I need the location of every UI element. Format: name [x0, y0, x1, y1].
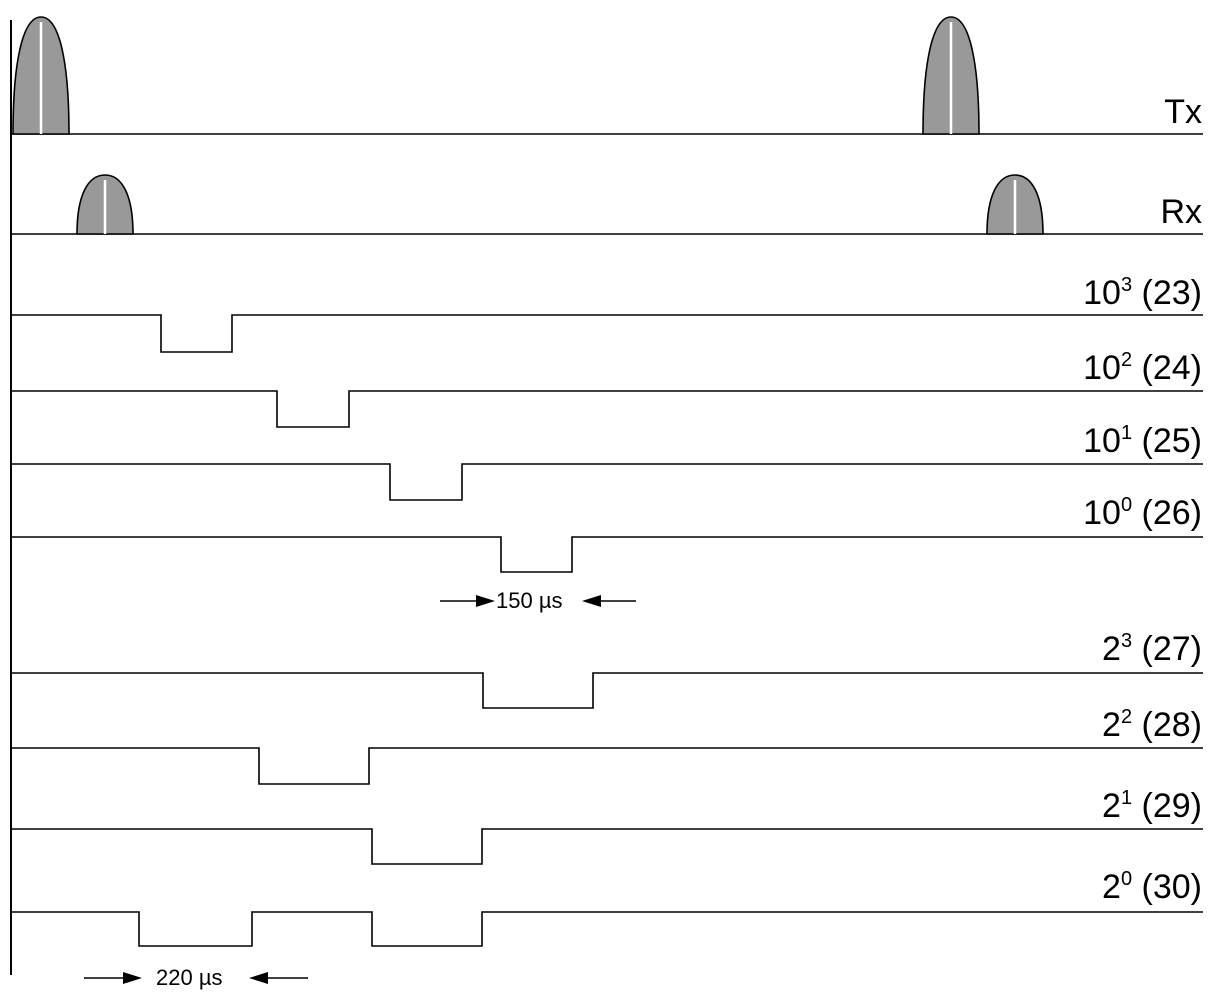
- label-2e0: 20 (30): [1102, 868, 1202, 906]
- label-2e2-pin: (28): [1141, 706, 1202, 744]
- trace-10e2: [11, 390, 1203, 428]
- label-10e0-base: 10: [1083, 494, 1121, 532]
- arrow-220-right-head: [249, 972, 268, 984]
- trace-10e3: [11, 314, 1203, 353]
- label-rx: Rx: [1160, 193, 1202, 231]
- label-2e2: 22 (28): [1102, 706, 1202, 744]
- label-10e0-exp: 0: [1120, 494, 1133, 516]
- label-2e1-exp: 1: [1120, 787, 1133, 809]
- label-10e0-pin: (26): [1141, 494, 1202, 532]
- trace-2e0: [11, 911, 1203, 947]
- label-2e0-pin: (30): [1141, 868, 1202, 906]
- annotation-220us: 220 µs: [156, 965, 223, 990]
- label-2e3-pin: (27): [1141, 630, 1202, 668]
- label-2e0-exp: 0: [1120, 868, 1133, 890]
- label-10e3: 103 (23): [1083, 274, 1202, 312]
- arrow-150-right-head: [582, 595, 601, 607]
- arrow-220-left-head: [123, 972, 142, 984]
- label-10e2-base: 10: [1083, 349, 1121, 387]
- label-2e3-exp: 3: [1120, 630, 1133, 652]
- label-10e1-base: 10: [1083, 422, 1121, 460]
- trace-10e0: [11, 536, 1203, 573]
- label-2e1-base: 2: [1102, 787, 1121, 825]
- label-2e0-base: 2: [1102, 868, 1121, 906]
- label-10e3-exp: 3: [1120, 274, 1133, 296]
- label-10e1-pin: (25): [1141, 422, 1202, 460]
- arrow-150-left-head: [476, 595, 495, 607]
- label-2e1: 21 (29): [1102, 787, 1202, 825]
- trace-2e1: [11, 828, 1203, 865]
- label-10e1: 101 (25): [1083, 422, 1202, 460]
- label-2e2-base: 2: [1102, 706, 1121, 744]
- label-tx: Tx: [1164, 93, 1202, 131]
- trace-10e1: [11, 463, 1203, 501]
- label-2e1-pin: (29): [1141, 787, 1202, 825]
- trace-2e2: [11, 747, 1203, 785]
- label-2e2-exp: 2: [1120, 706, 1133, 728]
- label-10e2-pin: (24): [1141, 349, 1202, 387]
- label-10e3-base: 10: [1083, 274, 1121, 312]
- label-10e2-exp: 2: [1120, 349, 1133, 371]
- label-2e3-base: 2: [1102, 630, 1121, 668]
- label-10e1-exp: 1: [1120, 422, 1133, 444]
- label-10e2: 102 (24): [1083, 349, 1202, 387]
- label-2e3: 23 (27): [1102, 630, 1202, 668]
- label-10e0: 100 (26): [1083, 494, 1202, 532]
- annotation-150us: 150 µs: [496, 588, 563, 613]
- trace-2e3: [11, 672, 1203, 709]
- label-10e3-pin: (23): [1141, 274, 1202, 312]
